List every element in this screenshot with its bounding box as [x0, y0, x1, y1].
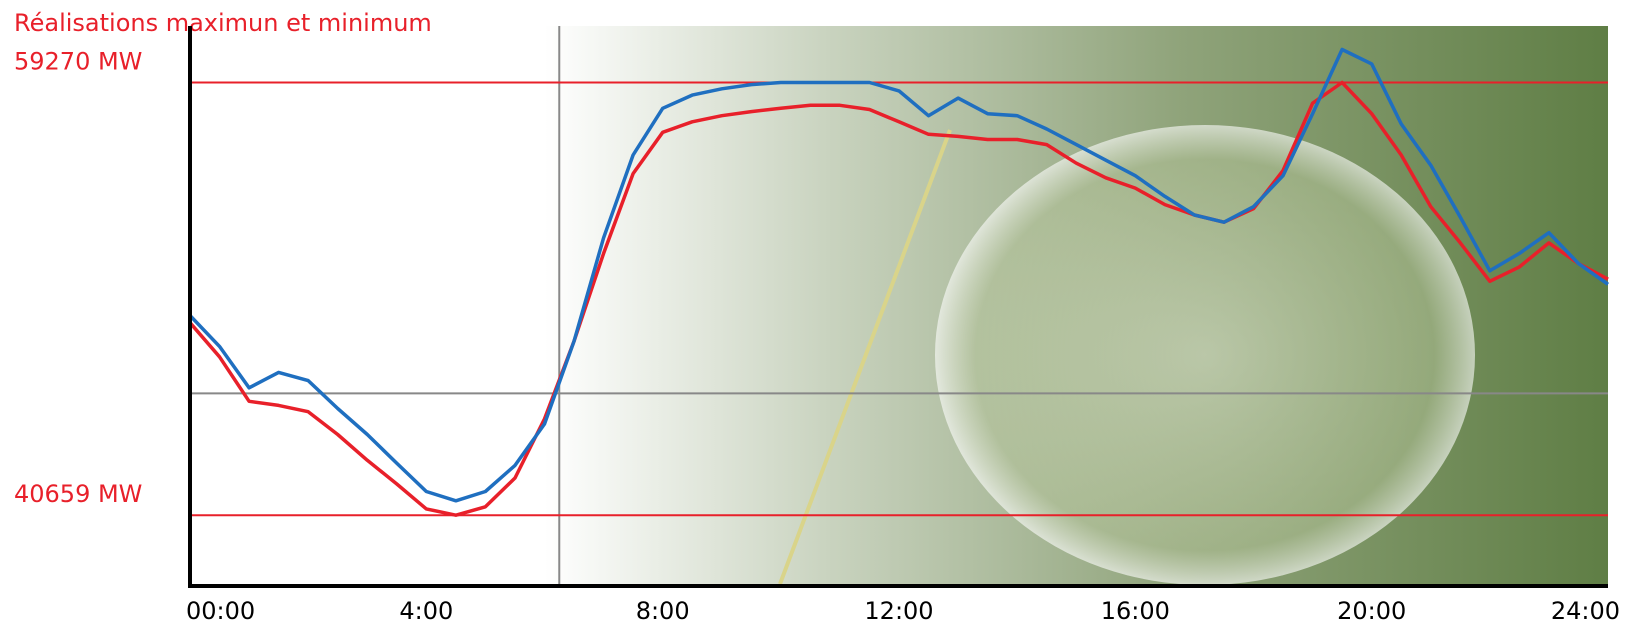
x-tick-label: 8:00: [636, 597, 690, 625]
y-tick-label: 59270 MW: [14, 47, 142, 75]
x-tick-label: 24:00: [1551, 597, 1620, 625]
x-tick-label: 00:00: [186, 597, 255, 625]
x-tick-label: 16:00: [1101, 597, 1170, 625]
x-tick-label: 4:00: [399, 597, 453, 625]
page: Réalisations maximun et minimum 40659 MW…: [0, 0, 1632, 632]
y-tick-label: 40659 MW: [14, 480, 142, 508]
chart: Réalisations maximun et minimum 40659 MW…: [0, 0, 1632, 632]
x-tick-label: 12:00: [864, 597, 933, 625]
x-tick-label: 20:00: [1337, 597, 1406, 625]
chart-title: Réalisations maximun et minimum: [14, 9, 432, 37]
